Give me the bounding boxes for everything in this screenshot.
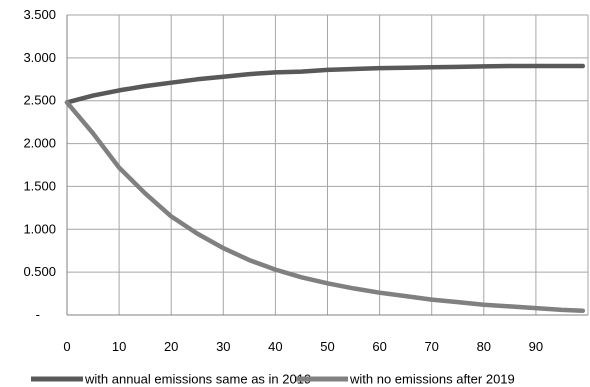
legend-label-1: with annual emissions same as in 2019	[84, 372, 311, 387]
y-tick-label: 2.500	[23, 93, 56, 108]
x-tick-label: 20	[164, 339, 178, 354]
x-tick-label: 80	[477, 339, 491, 354]
x-tick-label: 30	[216, 339, 230, 354]
legend-label-2: with no emissions after 2019	[349, 372, 515, 387]
grid	[67, 14, 589, 315]
y-tick-label: 0.500	[23, 264, 56, 279]
axes	[66, 15, 588, 316]
y-tick-label: -	[36, 307, 40, 322]
x-tick-label: 60	[372, 339, 386, 354]
x-tick-label: 70	[424, 339, 438, 354]
series-line-1	[64, 63, 586, 105]
y-tick-labels: - 0.500 1.000 1.500 2.000 2.500 3.000 3.500	[23, 7, 56, 322]
y-tick-label: 3.000	[23, 50, 56, 65]
x-tick-label: 40	[268, 339, 282, 354]
series-lines	[64, 63, 586, 313]
y-tick-label: 3.500	[23, 7, 56, 22]
y-tick-label: 1.500	[23, 178, 56, 193]
x-tick-label: 90	[529, 339, 543, 354]
x-tick-label: 10	[112, 339, 126, 354]
y-tick-label: 1.000	[23, 221, 56, 236]
legend: with annual emissions same as in 2019 wit…	[31, 372, 515, 387]
x-tick-label: 0	[63, 339, 70, 354]
y-tick-label: 2.000	[23, 136, 56, 151]
series-line-2	[64, 100, 586, 313]
x-tick-labels: 0 10 20 30 40 50 60 70 80 90	[63, 339, 543, 354]
x-tick-label: 50	[320, 339, 334, 354]
